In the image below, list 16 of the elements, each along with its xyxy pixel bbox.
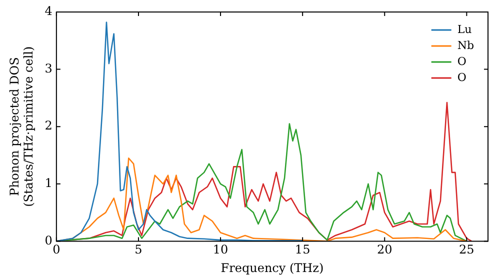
y-tick-label: 1 (44, 176, 52, 190)
x-tick-label: 10 (212, 242, 228, 257)
x-tick-label: 15 (294, 242, 310, 257)
y-tick-label: 2 (44, 118, 52, 133)
y-tick-label: 0 (44, 233, 52, 248)
x-tick-label: 20 (376, 242, 392, 257)
y-tick-label: 3 (44, 61, 52, 76)
legend-label: O (457, 54, 466, 68)
legend-label: Nb (457, 38, 474, 52)
x-axis-title: Frequency (THz) (220, 260, 324, 275)
x-tick-label: 5 (134, 242, 142, 257)
legend-label: Lu (457, 22, 472, 36)
x-tick-label: 25 (459, 242, 474, 257)
legend-label: O (457, 70, 466, 84)
y-axis-title: Phonon projected DOS (States/THz·primitive cell) (7, 46, 36, 207)
y-tick-label: 4 (44, 4, 53, 18)
